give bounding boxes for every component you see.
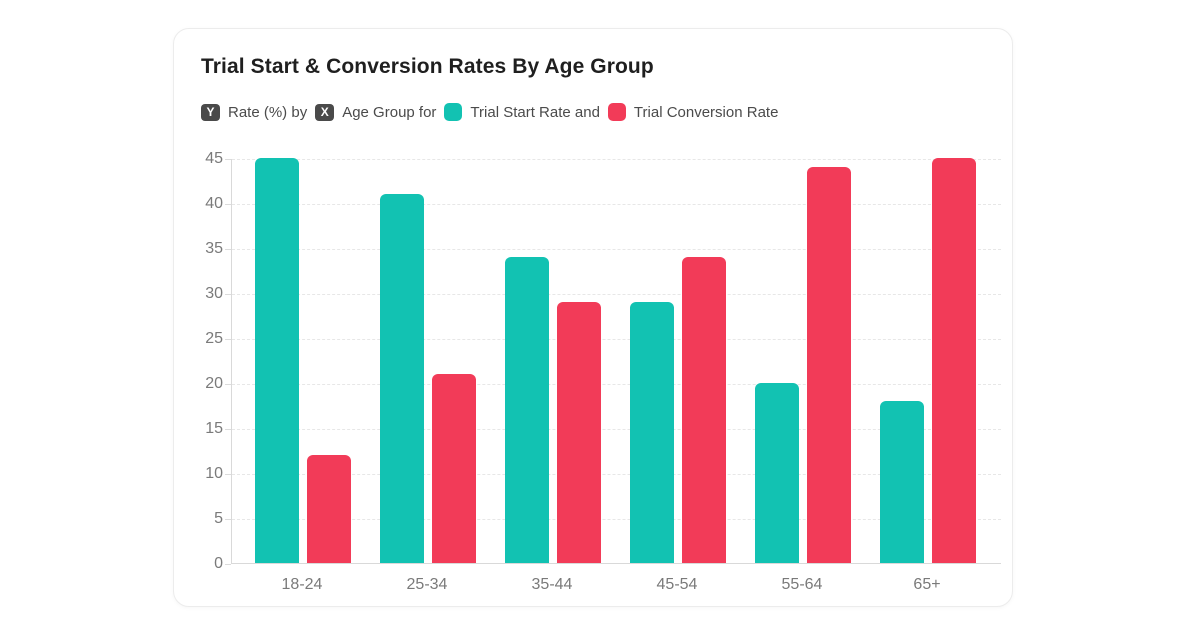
- series1-legend-label: Trial Start Rate and: [470, 103, 600, 121]
- series2-legend-swatch: [607, 103, 626, 121]
- x-tick-label-35-44: 35-44: [531, 576, 573, 593]
- bar-trial-start-rate-65+: [880, 401, 924, 563]
- y-tick-mark-35: [225, 249, 231, 250]
- x-tick-label-65+: 65+: [913, 576, 941, 593]
- y-tick-label-0: 0: [214, 555, 223, 572]
- x-axis-badge-icon: X: [315, 103, 335, 121]
- y-tick-label-15: 15: [205, 420, 223, 437]
- grid-line-40: [232, 204, 1001, 205]
- x-tick-label-25-34: 25-34: [406, 576, 448, 593]
- y-tick-label-5: 5: [214, 510, 223, 527]
- bar-trial-start-rate-55-64: [755, 383, 799, 563]
- bar-trial-conversion-rate-35-44: [557, 302, 601, 563]
- y-tick-label-30: 30: [205, 285, 223, 302]
- chart-subtitle: Y Rate (%) by X Age Group for Trial Star…: [201, 103, 778, 121]
- grid-line-10: [232, 474, 1001, 475]
- series2-legend-label: Trial Conversion Rate: [633, 103, 779, 121]
- x-tick-label-18-24: 18-24: [281, 576, 323, 593]
- y-tick-mark-20: [225, 384, 231, 385]
- y-axis-badge-icon: Y: [201, 103, 220, 121]
- bar-trial-conversion-rate-18-24: [307, 455, 351, 563]
- grid-line-25: [232, 339, 1001, 340]
- y-tick-label-40: 40: [205, 195, 223, 212]
- bar-trial-conversion-rate-25-34: [432, 374, 476, 563]
- bar-trial-start-rate-25-34: [380, 194, 424, 563]
- grid-line-20: [232, 384, 1001, 385]
- series1-legend-swatch: [444, 103, 463, 121]
- bar-trial-start-rate-18-24: [255, 158, 299, 563]
- grid-line-45: [232, 159, 1001, 160]
- bar-trial-start-rate-35-44: [505, 257, 549, 563]
- y-tick-mark-30: [225, 294, 231, 295]
- chart-card: Trial Start & Conversion Rates By Age Gr…: [173, 28, 1013, 607]
- y-tick-label-25: 25: [205, 330, 223, 347]
- y-tick-label-20: 20: [205, 375, 223, 392]
- grid-line-15: [232, 429, 1001, 430]
- x-tick-label-45-54: 45-54: [656, 576, 698, 593]
- x-axis-label-text: Age Group for: [342, 103, 437, 121]
- y-tick-label-10: 10: [205, 465, 223, 482]
- grid-line-30: [232, 294, 1001, 295]
- y-tick-mark-10: [225, 474, 231, 475]
- y-axis-label-text: Rate (%) by: [228, 103, 308, 121]
- grid-line-35: [232, 249, 1001, 250]
- bar-trial-conversion-rate-55-64: [807, 167, 851, 563]
- y-axis-tick-labels: 0 5 10 15 20 25 30 35 40 45: [174, 150, 223, 572]
- chart-title: Trial Start & Conversion Rates By Age Gr…: [201, 55, 654, 78]
- y-tick-mark-40: [225, 204, 231, 205]
- grid-line-5: [232, 519, 1001, 520]
- y-tick-label-45: 45: [205, 150, 223, 167]
- x-tick-label-55-64: 55-64: [781, 576, 823, 593]
- y-tick-mark-5: [225, 519, 231, 520]
- y-tick-mark-0: [225, 564, 231, 565]
- bar-trial-start-rate-45-54: [630, 302, 674, 563]
- bar-trial-conversion-rate-65+: [932, 158, 976, 563]
- plot-area: [225, 158, 1001, 565]
- y-tick-label-35: 35: [205, 240, 223, 257]
- bar-trial-conversion-rate-45-54: [682, 257, 726, 563]
- y-tick-mark-45: [225, 159, 231, 160]
- y-tick-mark-15: [225, 429, 231, 430]
- y-tick-mark-25: [225, 339, 231, 340]
